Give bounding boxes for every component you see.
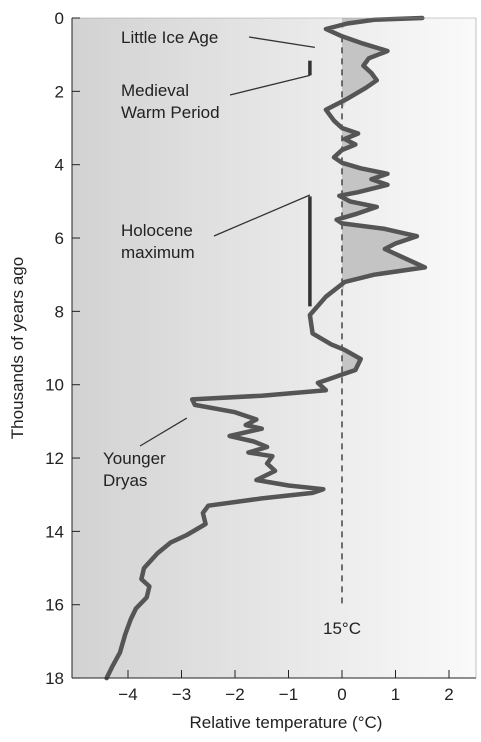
warm-anomaly-fill xyxy=(342,18,425,679)
y-tick-label: 0 xyxy=(55,9,64,28)
younger-dryas-leader xyxy=(139,417,188,447)
x-tick-label: −4 xyxy=(118,685,137,704)
annotation-younger-dryas: Dryas xyxy=(103,471,147,490)
y-tick-label: 6 xyxy=(55,229,64,248)
y-tick-label: 18 xyxy=(45,669,64,688)
y-axis-ticks: 0 2 4 6 8 10 12 14 16 18 xyxy=(45,9,80,688)
annotation-younger-dryas: Younger xyxy=(103,449,166,468)
reference-line-label: 15°C xyxy=(323,619,361,638)
warm-anomaly-shading xyxy=(342,18,425,679)
plot-background xyxy=(72,18,476,678)
y-tick-label: 2 xyxy=(55,82,64,101)
y-tick-label: 14 xyxy=(45,522,64,541)
y-tick-label: 4 xyxy=(55,156,64,175)
y-tick-label: 12 xyxy=(45,449,64,468)
annotation-holocene-maximum: Holocene xyxy=(121,221,193,240)
holocene-maximum-leader xyxy=(213,194,311,237)
medieval-warm-period-leader xyxy=(229,74,311,96)
y-tick-label: 10 xyxy=(45,376,64,395)
y-tick-label: 8 xyxy=(55,302,64,321)
x-tick-label: 2 xyxy=(444,685,453,704)
annotation-medieval-warm-period: Warm Period xyxy=(121,103,220,122)
annotation-medieval-warm-period: Medieval xyxy=(121,81,189,100)
x-tick-label: 0 xyxy=(337,685,346,704)
annotations: Little Ice Age Medieval Warm Period Holocen… xyxy=(103,28,316,490)
x-tick-label: 1 xyxy=(391,685,400,704)
x-tick-label: −1 xyxy=(279,685,298,704)
y-tick-label: 16 xyxy=(45,596,64,615)
y-axis-title: Thousands of years ago xyxy=(8,257,27,439)
x-tick-label: −2 xyxy=(225,685,244,704)
temperature-series-line xyxy=(104,15,428,681)
x-axis-ticks: −4 −3 −2 −1 0 1 2 xyxy=(118,670,454,704)
annotation-little-ice-age: Little Ice Age xyxy=(121,28,218,47)
x-axis-title: Relative temperature (°C) xyxy=(190,713,383,732)
annotation-holocene-maximum: maximum xyxy=(121,243,195,262)
x-tick-label: −3 xyxy=(172,685,191,704)
little-ice-age-leader xyxy=(248,36,316,48)
